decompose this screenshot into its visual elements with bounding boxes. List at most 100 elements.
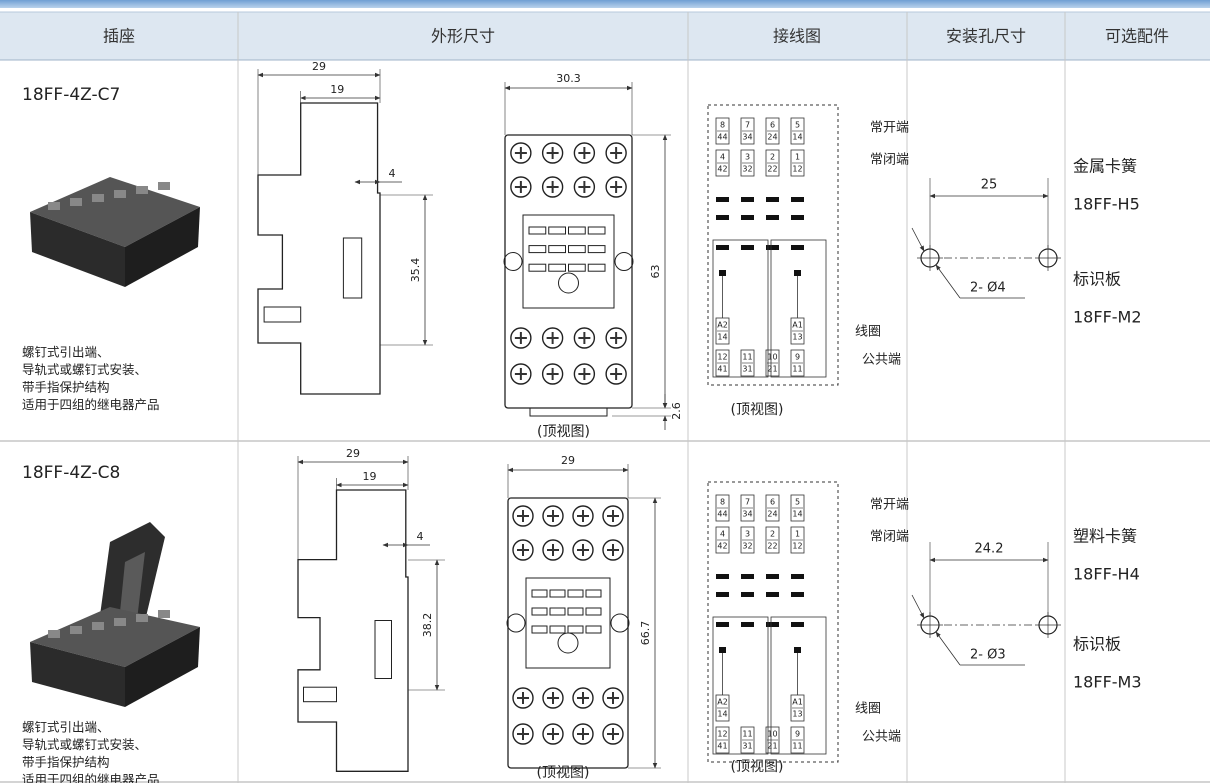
contact [741, 574, 754, 579]
drawing-line [935, 264, 961, 299]
feature-text: 适用于四组的继电器产品 [22, 397, 160, 412]
contact [791, 574, 804, 579]
contact-frame [712, 616, 769, 755]
accessory-part: 18FF-M3 [1073, 673, 1142, 692]
dimension: 25 [981, 178, 998, 193]
terminal-label: 32 [742, 165, 752, 174]
top-view [503, 252, 523, 271]
socket-slot [548, 245, 566, 254]
terminal-label: 42 [717, 165, 727, 174]
feature-text: 带手指保护结构 [22, 755, 110, 770]
product-photo [30, 642, 125, 707]
top-view [610, 613, 630, 633]
product-photo [158, 182, 170, 190]
top-view [506, 613, 526, 633]
drawing-line [911, 594, 925, 619]
drawing-line [935, 631, 961, 666]
terminal-label: 31 [742, 742, 752, 751]
wiring-frame [707, 104, 839, 386]
accessory-part: 18FF-M2 [1073, 308, 1142, 327]
contact [741, 197, 754, 202]
socket-slot [587, 226, 606, 235]
terminal-label: 10 [767, 353, 777, 362]
caption: (顶视图) [731, 759, 784, 775]
socket-slot [549, 607, 566, 616]
accessory-label: 标识板 [1073, 270, 1121, 289]
accessory-label: 标识板 [1073, 635, 1121, 654]
terminal-label: 41 [717, 742, 727, 751]
column-header: 安装孔尺寸 [946, 27, 1026, 46]
side-view [342, 237, 363, 299]
terminal-label: A2 [717, 321, 728, 330]
terminal-label: 21 [767, 742, 777, 751]
terminal-label: 12 [792, 542, 802, 551]
socket-slot [528, 263, 547, 272]
contact [766, 574, 779, 579]
terminal-label: 1 [795, 153, 800, 162]
top-view [529, 407, 608, 417]
contact [741, 245, 754, 250]
column-header: 插座 [103, 27, 135, 46]
product-photo [30, 607, 200, 667]
product-photo [114, 190, 126, 198]
wiring-frame [707, 481, 839, 763]
terminal-label: 2 [770, 530, 775, 539]
terminal-label: A1 [792, 321, 803, 330]
contact [741, 592, 754, 597]
side-view [303, 686, 337, 703]
contact-frame [770, 239, 827, 378]
terminal-label: 14 [717, 333, 727, 342]
terminal-label: 13 [792, 333, 802, 342]
terminal-label: 34 [742, 510, 752, 519]
contact [766, 592, 779, 597]
socket-slot [549, 589, 566, 598]
terminal-label: 1 [795, 530, 800, 539]
socket-slot [528, 226, 547, 235]
dimension: 24.2 [975, 542, 1004, 557]
terminal-label: 13 [792, 710, 802, 719]
hole-size: 2- Ø4 [970, 281, 1006, 296]
contact [716, 574, 729, 579]
top-view [614, 252, 634, 271]
dimension: 2.6 [670, 402, 683, 420]
terminal-label: 7 [745, 498, 750, 507]
terminal-label: 31 [742, 365, 752, 374]
terminal-label: 32 [742, 542, 752, 551]
model-name: 18FF-4Z-C8 [22, 463, 120, 483]
terminal-label: 5 [795, 498, 800, 507]
socket-slot [568, 226, 586, 235]
terminal-label: 10 [767, 730, 777, 739]
terminal-label: 41 [717, 365, 727, 374]
wiring-label: 公共端 [862, 730, 901, 745]
top-view [557, 632, 579, 654]
product-photo [92, 622, 104, 630]
socket-slot [567, 589, 584, 598]
accessory-part: 18FF-H4 [1073, 565, 1140, 584]
terminal-label: 44 [717, 133, 727, 142]
terminal-label: 14 [792, 133, 802, 142]
column-rules [237, 12, 1066, 783]
product-photo [158, 610, 170, 618]
contact [791, 215, 804, 220]
top-view [558, 272, 579, 294]
column-header: 接线图 [773, 27, 821, 46]
accessory-label: 塑料卡簧 [1073, 527, 1137, 546]
contact [741, 622, 754, 627]
caption: (顶视图) [537, 765, 590, 781]
socket-slot [585, 589, 602, 598]
terminal-label: 8 [720, 498, 725, 507]
terminal-label: 22 [767, 165, 777, 174]
dimension: 29 [312, 60, 326, 73]
coil [719, 270, 726, 276]
top-view [522, 214, 615, 309]
terminal-label: A1 [792, 698, 803, 707]
contact [716, 592, 729, 597]
terminal-label: 3 [745, 530, 750, 539]
contact [791, 622, 804, 627]
product-photo [114, 618, 126, 626]
contact [791, 592, 804, 597]
dimension: 63 [649, 265, 662, 279]
caption: (顶视图) [731, 402, 784, 418]
dimension: 4 [389, 167, 396, 180]
dimension: 38.2 [421, 613, 434, 638]
